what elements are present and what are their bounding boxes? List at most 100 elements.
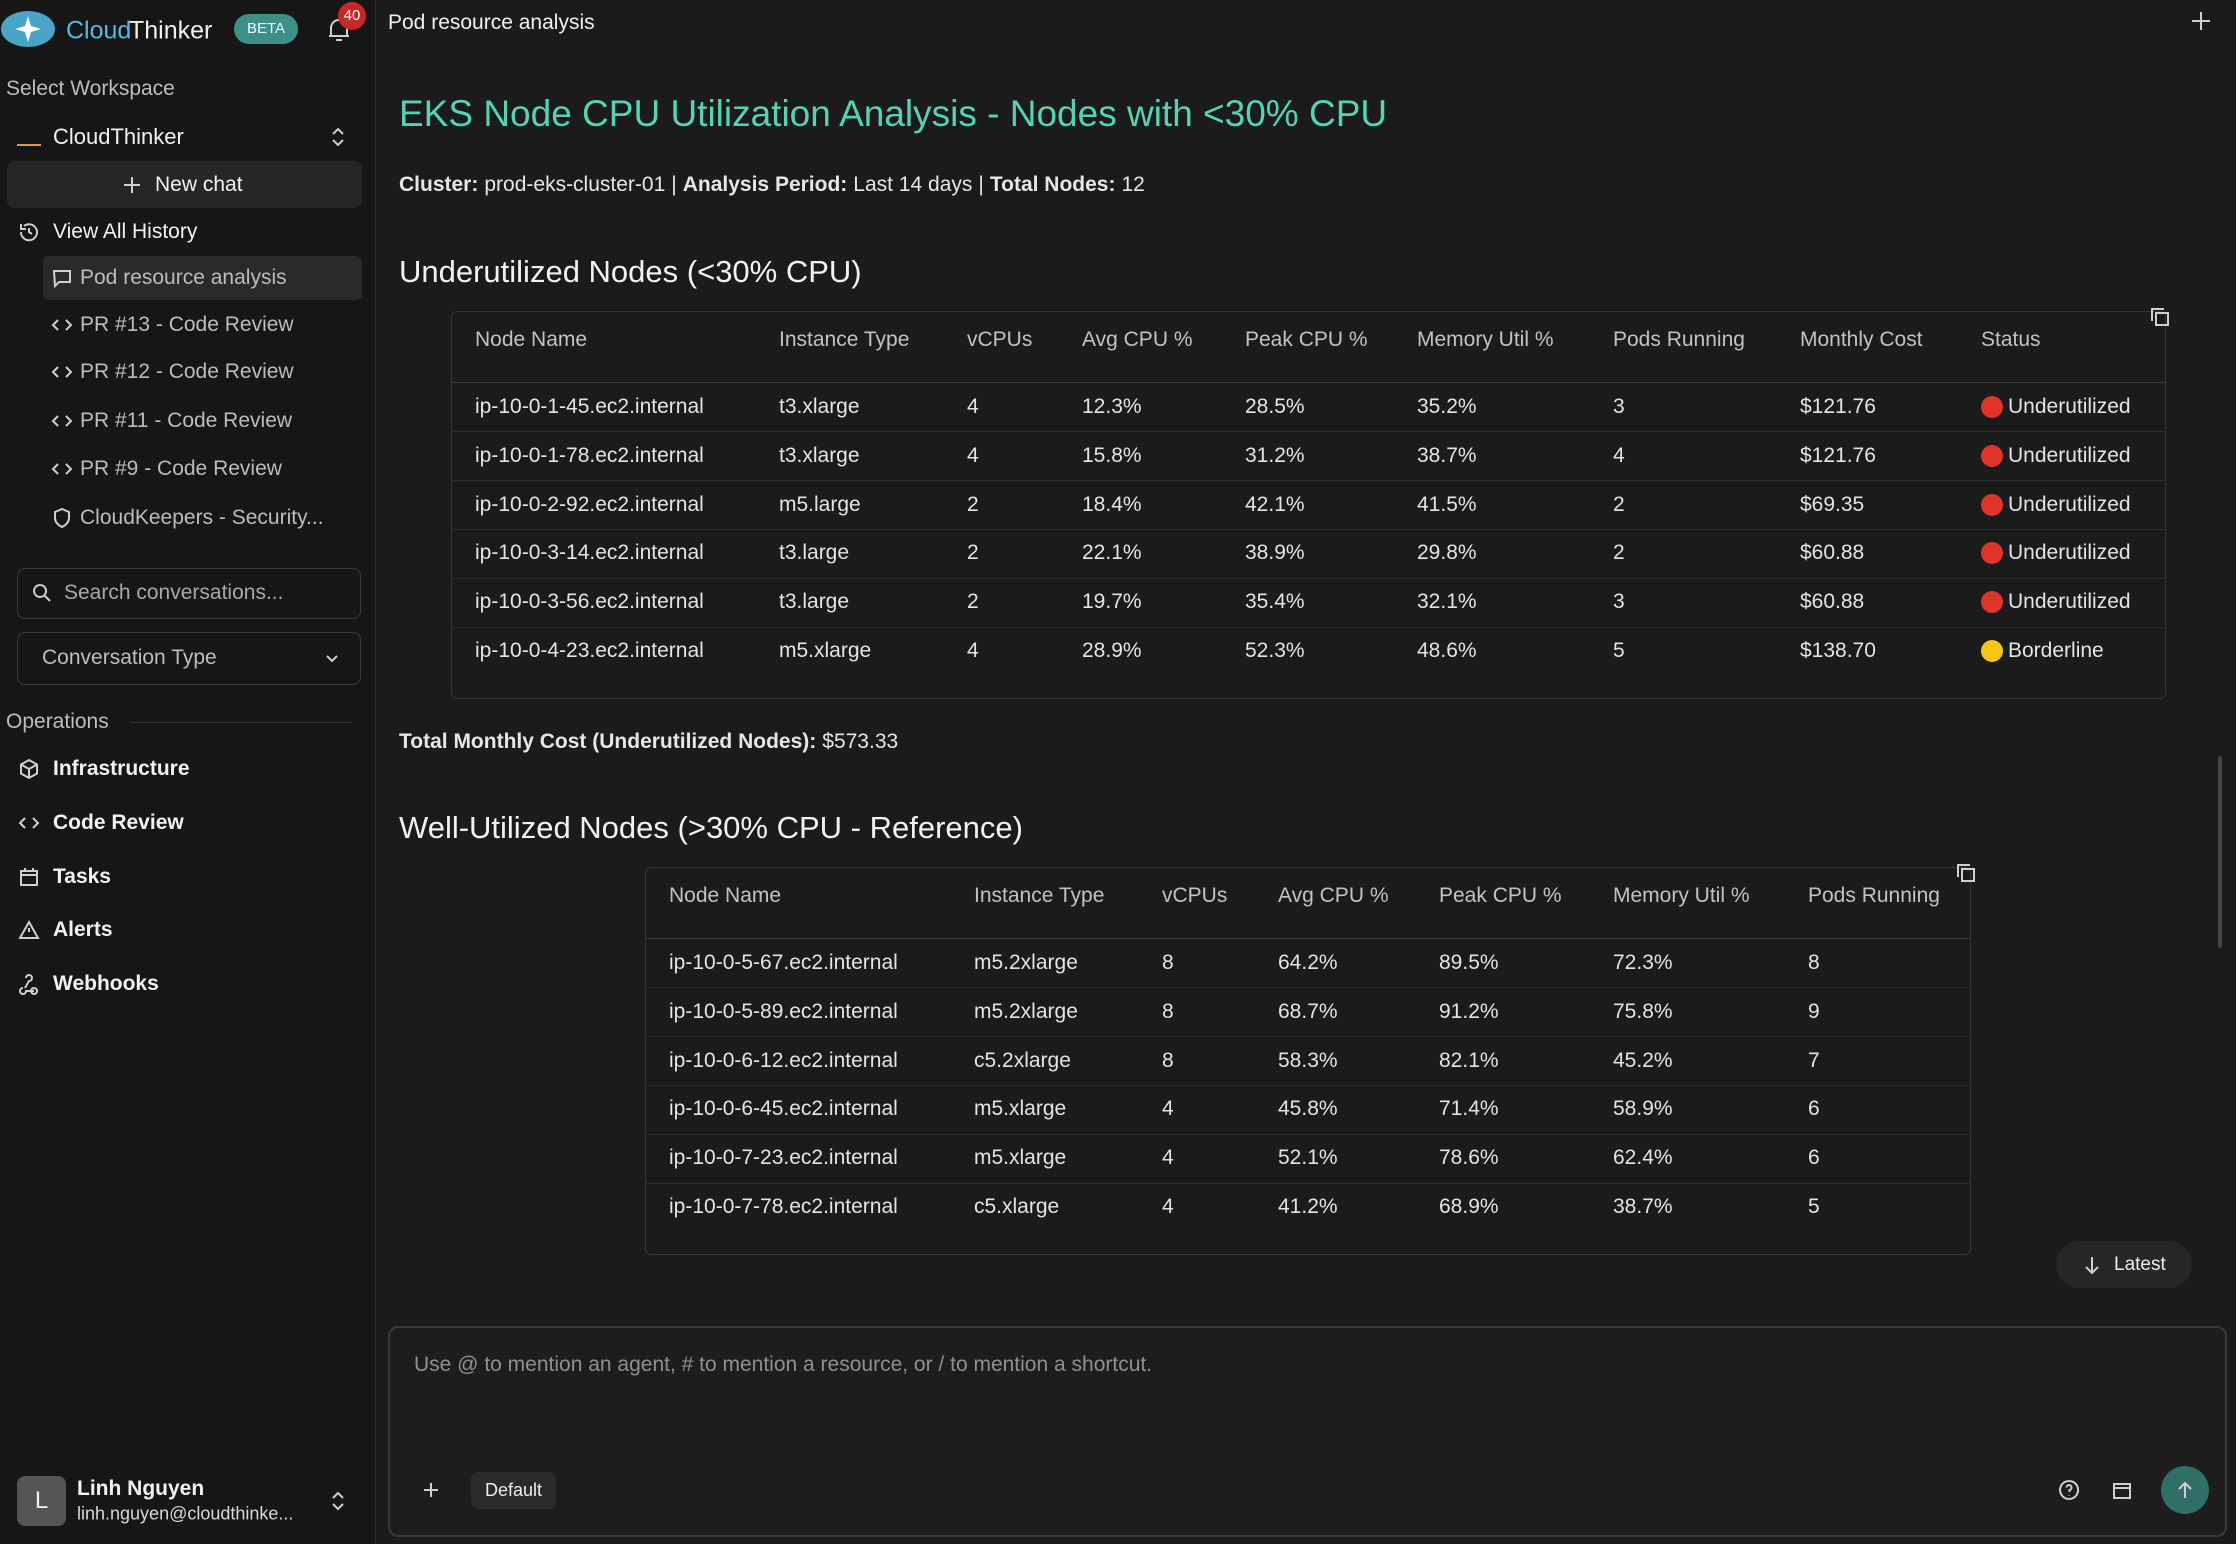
user-avatar: L xyxy=(17,1476,66,1526)
table-cell: 58.3% xyxy=(1278,1048,1338,1072)
row-divider xyxy=(451,577,2166,579)
column-header: Monthly Cost xyxy=(1800,328,1923,351)
column-header: Node Name xyxy=(475,328,588,351)
calendar-icon xyxy=(2113,1483,2131,1499)
table-cell: 5 xyxy=(1808,1195,1820,1218)
meta-value: Last 14 days xyxy=(853,173,973,196)
table-cell: 2 xyxy=(967,492,979,516)
history-item[interactable]: PR #11 - Code Review xyxy=(80,409,293,432)
table-cell: 68.7% xyxy=(1278,999,1338,1023)
table-cell: t3.large xyxy=(779,590,850,614)
table-cell: 19.7% xyxy=(1082,590,1142,614)
history-link[interactable]: View All History xyxy=(53,220,198,243)
table-cell: 42.1% xyxy=(1245,492,1305,516)
search-box[interactable] xyxy=(17,568,361,619)
table-cell: ip-10-0-7-23.ec2.internal xyxy=(669,1146,898,1170)
status-dot xyxy=(1981,640,2003,662)
history-item-icon xyxy=(52,270,71,289)
history-highlight xyxy=(43,256,362,300)
column-header: Memory Util % xyxy=(1417,328,1554,351)
filter-select[interactable] xyxy=(17,632,361,685)
nav-item[interactable]: Alerts xyxy=(53,918,113,941)
nav-icon xyxy=(19,974,39,995)
user-name: Linh Nguyen xyxy=(77,1477,205,1500)
table-cell: c5.2xlarge xyxy=(974,1048,1071,1072)
new-chat-label: New chat xyxy=(155,173,243,196)
table-cell: m5.2xlarge xyxy=(974,999,1078,1023)
table-cell: 72.3% xyxy=(1613,951,1673,974)
table-cell: ip-10-0-3-14.ec2.internal xyxy=(475,541,704,565)
column-header: vCPUs xyxy=(1162,884,1228,907)
report-title: EKS Node CPU Utilization Analysis - Node… xyxy=(399,93,1388,134)
history-item[interactable]: Pod resource analysis xyxy=(80,266,287,289)
table-cell: 8 xyxy=(1808,951,1820,974)
status-dot xyxy=(1981,396,2003,418)
table-cell: Borderline xyxy=(2008,639,2104,662)
column-header: Instance Type xyxy=(974,884,1105,907)
table-cell: 62.4% xyxy=(1613,1146,1673,1170)
table-cell: 91.2% xyxy=(1439,999,1499,1023)
meta-label: Total Nodes: xyxy=(989,173,1116,196)
table-cell: 28.5% xyxy=(1245,395,1305,418)
history-item[interactable]: PR #13 - Code Review xyxy=(80,313,294,336)
table-cell: m5.xlarge xyxy=(974,1097,1067,1121)
meta-label: Analysis Period: xyxy=(682,173,848,196)
add-tab-icon[interactable] xyxy=(2188,8,2214,34)
table-cell: $121.76 xyxy=(1800,395,1876,418)
table-cell: 8 xyxy=(1162,1048,1174,1072)
table-cell: ip-10-0-6-12.ec2.internal xyxy=(669,1048,898,1072)
table-cell: 2 xyxy=(1613,541,1625,565)
history-item[interactable]: CloudKeepers - Security... xyxy=(80,506,324,529)
nav-item[interactable]: Webhooks xyxy=(53,972,159,995)
new-chat-button[interactable] xyxy=(7,161,362,208)
row-divider xyxy=(645,987,1971,989)
latest-button[interactable] xyxy=(2056,1241,2192,1288)
table-cell: ip-10-0-7-78.ec2.internal xyxy=(669,1195,898,1218)
attach-icon xyxy=(424,1483,438,1497)
history-item-icon xyxy=(51,366,73,378)
table-cell: 9 xyxy=(1808,999,1820,1023)
copy-icon xyxy=(1957,864,1975,882)
history-item[interactable]: PR #12 - Code Review xyxy=(80,360,294,383)
header-divider xyxy=(645,938,1971,939)
meta-separator: | xyxy=(671,173,677,196)
nav-item[interactable]: Code Review xyxy=(53,811,184,834)
mode-button[interactable]: Default xyxy=(471,1472,557,1509)
history-icon xyxy=(19,223,38,242)
table-cell: 64.2% xyxy=(1278,951,1338,974)
table-cell: 15.8% xyxy=(1082,443,1142,467)
table-cell: $60.88 xyxy=(1800,590,1865,614)
column-header: Node Name xyxy=(669,884,782,907)
table-cell: 38.7% xyxy=(1613,1195,1673,1218)
nav-item[interactable]: Infrastructure xyxy=(53,757,190,780)
table-cell: 41.5% xyxy=(1417,492,1477,516)
table-cell: 22.1% xyxy=(1082,541,1142,565)
table-cell: ip-10-0-2-92.ec2.internal xyxy=(475,492,704,516)
table-frame xyxy=(451,311,2166,699)
header-divider xyxy=(451,382,2166,383)
table-cell: 8 xyxy=(1162,999,1174,1023)
table-cell: 52.1% xyxy=(1278,1146,1338,1170)
section-label: Operations xyxy=(6,710,109,733)
table-cell: 29.8% xyxy=(1417,541,1477,565)
meta-value: prod-eks-cluster-01 xyxy=(484,173,666,196)
nav-item[interactable]: Tasks xyxy=(53,865,111,888)
table-cell: 4 xyxy=(967,395,979,418)
search-placeholder: Search conversations... xyxy=(64,581,284,604)
meta-value: 12 xyxy=(1121,173,1145,196)
history-item[interactable]: PR #9 - Code Review xyxy=(80,457,282,480)
table-cell: 58.9% xyxy=(1613,1097,1673,1121)
composer[interactable] xyxy=(388,1326,2227,1537)
table-cell: 82.1% xyxy=(1439,1048,1499,1072)
table-cell: 52.3% xyxy=(1245,639,1305,662)
send-icon xyxy=(2178,1481,2192,1498)
search-icon xyxy=(33,584,51,602)
table-cell: ip-10-0-3-56.ec2.internal xyxy=(475,590,704,614)
table-heading: Underutilized Nodes (<30% CPU) xyxy=(399,254,862,289)
row-divider xyxy=(451,431,2166,433)
table-cell: 3 xyxy=(1613,395,1625,418)
table-cell: $138.70 xyxy=(1800,639,1876,662)
status-dot xyxy=(1981,493,2003,516)
header-title: Pod resource analysis xyxy=(388,11,595,34)
table-cell: Underutilized xyxy=(2008,443,2131,467)
